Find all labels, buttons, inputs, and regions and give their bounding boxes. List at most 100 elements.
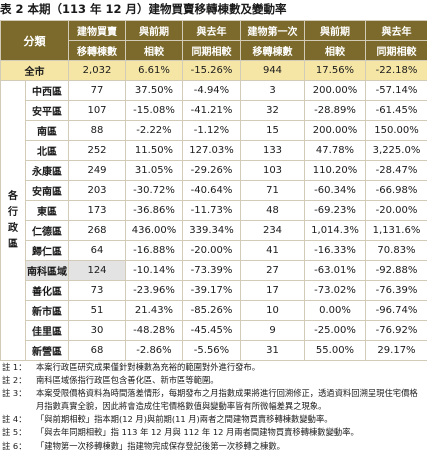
table-cell: 436.00%	[125, 220, 183, 241]
table-cell: -41.21%	[182, 100, 241, 121]
table-cell: -57.14%	[365, 80, 427, 101]
table-cell: 47.78%	[304, 140, 366, 161]
table-cell: -61.45%	[365, 100, 427, 121]
region-label-char: 各	[8, 190, 18, 202]
footnote: 註 1： 本案行政區研究成果僅針對棟數為充裕的範圍對外進行發布。	[2, 361, 425, 374]
table-cell: 41	[240, 240, 305, 261]
table-cell: -73.02%	[304, 280, 366, 301]
district-name: 南科區域	[25, 260, 69, 281]
table-row: 南區 88 -2.22% -1.12% 15 200.00% 150.00%	[1, 120, 427, 141]
header-col1-line1: 建物買賣	[68, 20, 126, 41]
table-cell: 268	[68, 220, 126, 241]
table-cell: -85.26%	[182, 300, 241, 321]
table-cell: 150.00%	[365, 120, 427, 141]
table-cell: -40.64%	[182, 180, 241, 201]
footnote-key: 註 2：	[2, 375, 27, 386]
whole-city-cell: 17.56%	[304, 60, 366, 81]
table-cell: 107	[68, 100, 126, 121]
table-cell: 55.00%	[304, 340, 366, 361]
table-cell: 200.00%	[304, 80, 366, 101]
table-cell: 1,014.3%	[304, 220, 366, 241]
footnote-key: 註 4：	[2, 414, 27, 425]
district-name: 永康區	[25, 160, 69, 181]
district-name: 仁德區	[25, 220, 69, 241]
table-cell: 17	[240, 280, 305, 301]
district-name: 安南區	[25, 180, 69, 201]
header-col5-line2: 相較	[304, 40, 366, 61]
table-cell: 51	[68, 300, 126, 321]
table-cell: 103	[240, 160, 305, 181]
table-cell: -20.00%	[365, 200, 427, 221]
footnote: 註 5： 「與去年同期相較」指 113 年 12 月與 112 年 12 月兩者間…	[2, 426, 425, 439]
whole-city-cell: 2,032	[68, 60, 126, 81]
whole-city-cell: 6.61%	[125, 60, 183, 81]
table-cell: 3,225.0%	[365, 140, 427, 161]
table-cell: 127.03%	[182, 140, 241, 161]
table-row: 善化區 73 -23.96% -39.17% 17 -73.02% -76.39%	[1, 280, 427, 301]
table-cell: -16.88%	[125, 240, 183, 261]
region-label-char: 政	[8, 222, 18, 234]
footnote: 註 3： 本案受限價格資料為時間落差情形，每期發布之月指數成果將進行回溯修正，透過…	[2, 387, 425, 413]
table-row: 南科區域 124 -10.14% -73.39% 27 -63.01% -92.88%	[1, 260, 427, 281]
district-name: 東區	[25, 200, 69, 221]
table-cell: 15	[240, 120, 305, 141]
footnote-text: 「與前期相較」指本期(12 月)與前期(11 月)兩者之間建物買賣移轉棟數變動率…	[36, 414, 333, 425]
table-cell: 32	[240, 100, 305, 121]
table-cell: -48.28%	[125, 320, 183, 341]
table-cell: 9	[240, 320, 305, 341]
table-row: 永康區 249 31.05% -29.26% 103 110.20% -28.47%	[1, 160, 427, 181]
table-cell: -5.56%	[182, 340, 241, 361]
table-cell: -23.96%	[125, 280, 183, 301]
header-category: 分類	[0, 20, 69, 61]
table-row: 各行政區中西區 77 37.50% -4.94% 3 200.00% -57.14%	[0, 80, 427, 361]
table-cell: -16.33%	[304, 240, 366, 261]
table-cell: 37.50%	[125, 80, 183, 101]
table-cell: 11.50%	[125, 140, 183, 161]
footnote-text: 本案受限價格資料為時間落差情形，每期發布之月指數成果將進行回溯修正，透過資料回溯…	[36, 388, 418, 412]
district-name: 安平區	[25, 100, 69, 121]
header-col3-line2: 同期相較	[182, 40, 241, 61]
header-col5-line1: 與前期	[304, 20, 366, 41]
table-row: 新營區 68 -2.86% -5.56% 31 55.00% 29.17%	[1, 340, 427, 361]
footnote: 註 4： 「與前期相較」指本期(12 月)與前期(11 月)兩者之間建物買賣移轉棟…	[2, 413, 425, 426]
table-cell: 30	[68, 320, 126, 341]
transfer-table: 分類 建物買賣 與前期 與去年 建物第一次 與前期 與去年 移轉棟數 相較 同期…	[0, 20, 427, 361]
footnote-text: 本案行政區研究成果僅針對棟數為充裕的範圍對外進行發布。	[36, 362, 261, 372]
table-cell: -92.88%	[365, 260, 427, 281]
table-cell: -63.01%	[304, 260, 366, 281]
table-cell: -20.00%	[182, 240, 241, 261]
header-col6-line1: 與去年	[365, 20, 427, 41]
header-col2-line1: 與前期	[125, 20, 183, 41]
region-label: 各行政區	[0, 80, 26, 361]
table-cell: -25.00%	[304, 320, 366, 341]
table-cell: 0.00%	[304, 300, 366, 321]
table-cell: -15.08%	[125, 100, 183, 121]
header-col3-line1: 與去年	[182, 20, 241, 41]
table-cell: -30.72%	[125, 180, 183, 201]
table-row: 安南區 203 -30.72% -40.64% 71 -60.34% -66.98%	[1, 180, 427, 201]
footnote: 註 2： 南科區域係指行政區包含善化區、新市區等範圍。	[2, 374, 425, 387]
table-cell: 31.05%	[125, 160, 183, 181]
table-cell: 124	[68, 260, 126, 281]
header-col4-line2: 移轉棟數	[240, 40, 305, 61]
table-cell: -76.92%	[365, 320, 427, 341]
whole-city-label: 全市	[0, 60, 69, 81]
table-cell: -4.94%	[182, 80, 241, 101]
district-name: 南區	[25, 120, 69, 141]
table-cell: -10.14%	[125, 260, 183, 281]
table-cell: -28.47%	[365, 160, 427, 181]
table-cell: 249	[68, 160, 126, 181]
header-col6-line2: 同期相較	[365, 40, 427, 61]
footnote-key: 註 1：	[2, 362, 27, 372]
table-cell: 203	[68, 180, 126, 201]
table-cell: 110.20%	[304, 160, 366, 181]
table-cell: -96.74%	[365, 300, 427, 321]
table-cell: 70.83%	[365, 240, 427, 261]
table-cell: 64	[68, 240, 126, 261]
table-cell: 68	[68, 340, 126, 361]
table-cell: 71	[240, 180, 305, 201]
table-cell: -66.98%	[365, 180, 427, 201]
table-cell: -29.26%	[182, 160, 241, 181]
table-cell: 252	[68, 140, 126, 161]
region-label-char: 行	[8, 206, 18, 218]
